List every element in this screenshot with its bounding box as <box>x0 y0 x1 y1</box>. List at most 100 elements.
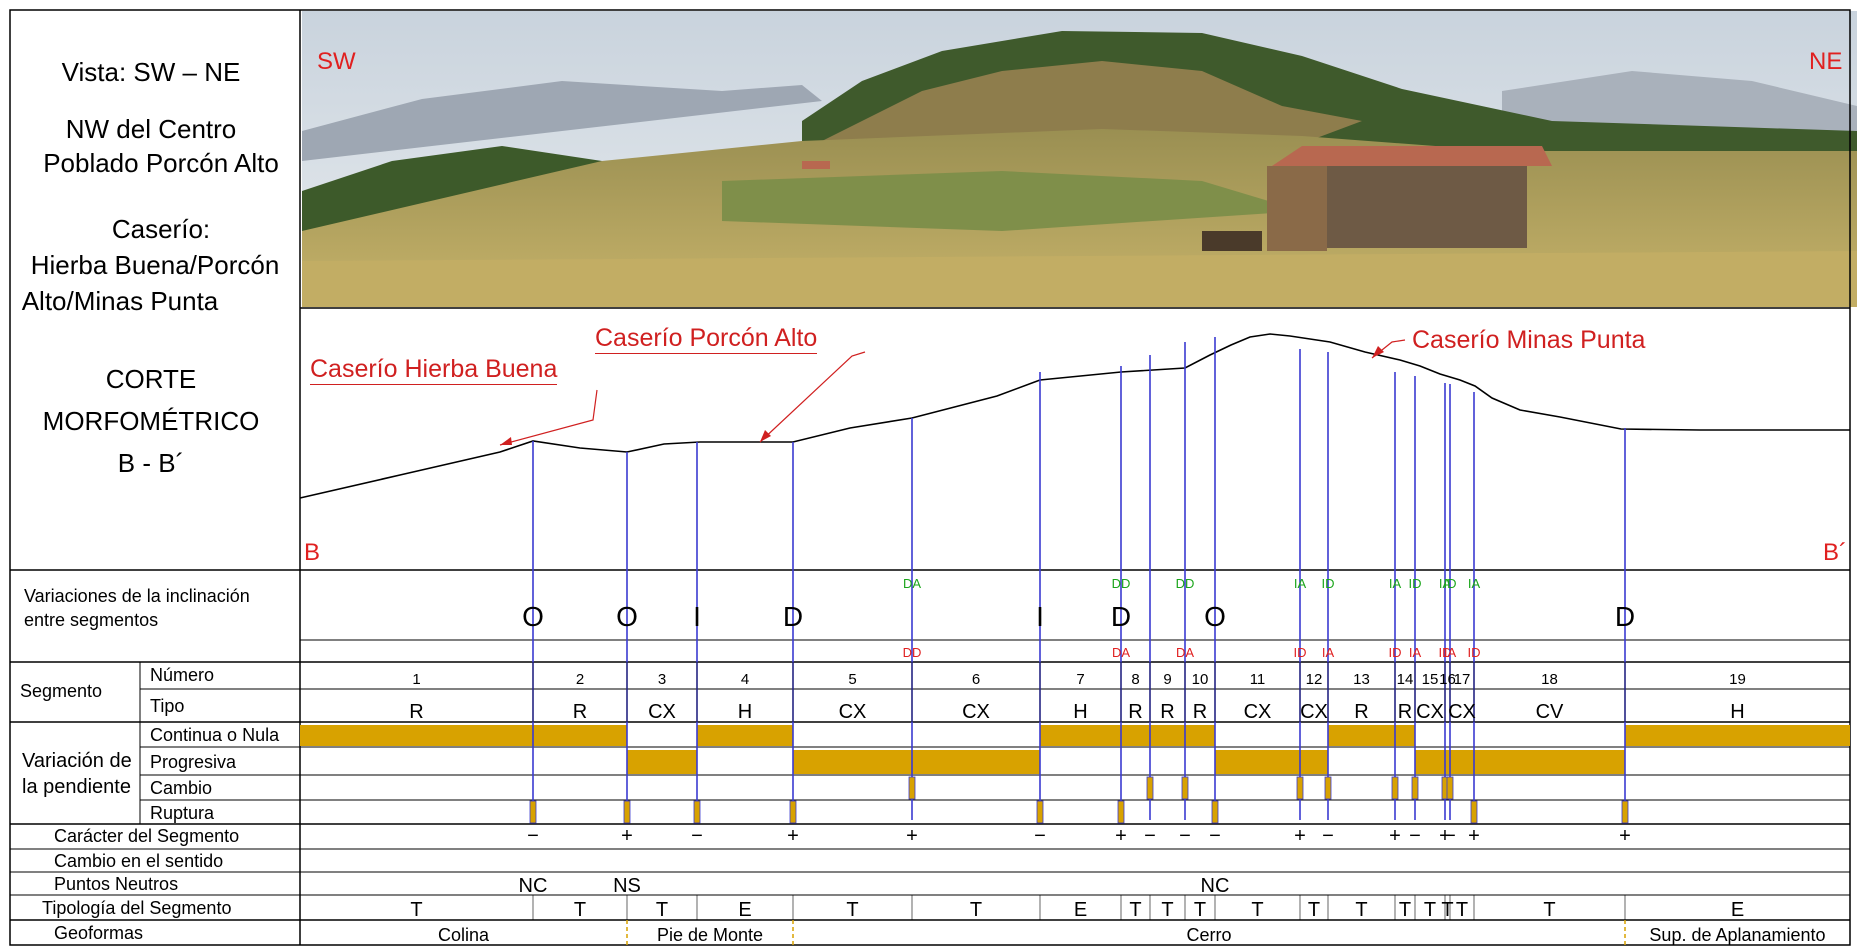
caracter-sign-15: + <box>1439 825 1451 847</box>
segment-tipologia-2: T <box>574 899 586 921</box>
geoforma-4: Sup. de Aplanamiento <box>1649 925 1825 945</box>
row-cambio: Cambio <box>150 778 213 798</box>
caserio-line-1: Hierba Buena/Porcón <box>30 250 280 280</box>
pendiente-bar-12 <box>1300 750 1328 774</box>
segment-tipologia-3: T <box>656 899 668 921</box>
segment-number-19: 19 <box>1729 671 1746 688</box>
segment-tipologia-19: E <box>1731 899 1744 921</box>
segment-number-7: 7 <box>1076 671 1084 688</box>
caracter-sign-16: − <box>1444 825 1456 847</box>
pendiente-bar-17 <box>1450 750 1474 774</box>
row-variaciones-line-1: Variaciones de la inclinación <box>24 586 250 606</box>
rate-marker-9 <box>1181 776 1189 800</box>
panorama-photo <box>302 11 1857 307</box>
pendiente-bar-7 <box>1040 725 1121 746</box>
segment-tipo-15: CX <box>1416 701 1444 723</box>
segment-tipologia-13: T <box>1355 899 1367 921</box>
pendiente-bar-15 <box>1415 750 1445 774</box>
rate-marker-4 <box>789 800 797 824</box>
segment-tipo-1: R <box>409 701 423 723</box>
inclination-bottom-code-17: ID <box>1468 645 1481 660</box>
pendiente-bar-19 <box>1625 725 1850 746</box>
segment-tipo-12: CX <box>1300 701 1328 723</box>
rate-marker-12 <box>1324 776 1332 800</box>
segment-number-11: 11 <box>1250 671 1266 688</box>
rate-marker-18 <box>1621 800 1629 824</box>
row-tipologia: Tipología del Segmento <box>42 898 232 918</box>
caracter-sign-17: + <box>1468 825 1480 847</box>
row-ruptura: Ruptura <box>150 803 215 823</box>
caracter-sign-14: − <box>1409 825 1421 847</box>
neutral-point-1: NC <box>519 875 548 897</box>
inclination-letter-2: O <box>616 601 638 632</box>
segment-number-9: 9 <box>1163 671 1171 688</box>
inclination-top-code-17: IA <box>1468 576 1481 591</box>
pendiente-bar-1 <box>300 725 533 746</box>
segment-number-18: 18 <box>1541 671 1558 688</box>
segment-tipo-14: R <box>1398 701 1412 723</box>
segment-tipologia-9: T <box>1161 899 1173 921</box>
segment-tipologia-4: E <box>738 899 751 921</box>
pendiente-bar-18 <box>1474 750 1625 774</box>
segment-number-2: 2 <box>576 671 584 688</box>
inclination-top-code-11: IA <box>1294 576 1307 591</box>
pendiente-bar-4 <box>697 725 793 746</box>
rate-marker-1 <box>529 800 537 824</box>
pendiente-bar-6 <box>912 750 1040 774</box>
segment-tipo-3: CX <box>648 701 676 723</box>
pendiente-bar-16 <box>1445 750 1450 774</box>
segment-tipo-9: R <box>1160 701 1174 723</box>
neutral-point-3: NC <box>1201 875 1230 897</box>
section-title-line-1: CORTE <box>105 364 197 394</box>
rate-marker-13 <box>1391 776 1399 800</box>
segment-tipo-17: CX <box>1448 701 1476 723</box>
caracter-sign-2: + <box>621 825 633 847</box>
neutral-point-2: NS <box>613 875 641 897</box>
row-progresiva: Progresiva <box>150 752 237 772</box>
inclination-top-code-9: DD <box>1176 576 1195 591</box>
pendiente-bar-13 <box>1328 725 1395 746</box>
caserio-label: Caserío: <box>111 214 211 244</box>
segment-number-10: 10 <box>1192 671 1209 688</box>
pendiente-bar-5 <box>793 750 912 774</box>
rate-marker-14 <box>1411 776 1419 800</box>
segment-tipologia-1: T <box>410 899 422 921</box>
row-variacion-line-2: la pendiente <box>22 776 131 798</box>
caracter-sign-6: − <box>1034 825 1046 847</box>
segment-tipo-5: CX <box>839 701 867 723</box>
segment-tipologia-8: T <box>1129 899 1141 921</box>
rate-marker-3 <box>693 800 701 824</box>
location-line-2: Poblado Porcón Alto <box>43 148 279 178</box>
callout-arrow-porcon-alto <box>760 430 771 442</box>
terrain-profile-line <box>299 333 1850 499</box>
caracter-sign-1: − <box>527 825 539 847</box>
rate-marker-7 <box>1117 800 1125 824</box>
rate-marker-17 <box>1470 800 1478 824</box>
segment-tipologia-10: T <box>1194 899 1206 921</box>
geoforma-3: Cerro <box>1186 925 1231 945</box>
segment-tipo-8: R <box>1128 701 1142 723</box>
row-tipo: Tipo <box>150 696 185 716</box>
row-puntos-neutros: Puntos Neutros <box>54 874 179 894</box>
inclination-letter-10: O <box>1204 601 1226 632</box>
callout-arrow-minas-punta <box>1372 346 1384 358</box>
inclination-letter-7: D <box>1111 601 1131 632</box>
caracter-sign-8: − <box>1144 825 1156 847</box>
profile-end-b-prime: B´ <box>1823 539 1847 566</box>
row-segmento: Segmento <box>20 681 103 701</box>
inclination-letter-3: I <box>693 601 701 632</box>
segment-number-3: 3 <box>658 671 666 688</box>
segment-number-17: 17 <box>1454 671 1471 688</box>
segment-tipo-19: H <box>1730 701 1744 723</box>
segment-tipologia-6: T <box>970 899 982 921</box>
callout-minas-punta: Caserío Minas Punta <box>1412 326 1646 354</box>
callout-leader-porcon-alto <box>759 351 866 443</box>
photo-label-ne: NE <box>1809 48 1843 75</box>
caserio-line-2: Alto/Minas Punta <box>21 286 219 316</box>
location-line-1: NW del Centro <box>65 114 237 144</box>
segment-tipologia-14: T <box>1399 899 1411 921</box>
segment-number-13: 13 <box>1353 671 1370 688</box>
row-variaciones-line-2: entre segmentos <box>24 610 159 630</box>
rate-marker-8 <box>1146 776 1154 800</box>
